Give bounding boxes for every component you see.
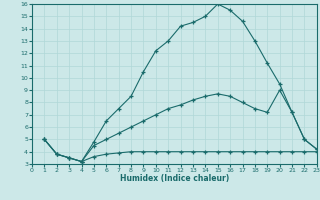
X-axis label: Humidex (Indice chaleur): Humidex (Indice chaleur) [120,174,229,183]
